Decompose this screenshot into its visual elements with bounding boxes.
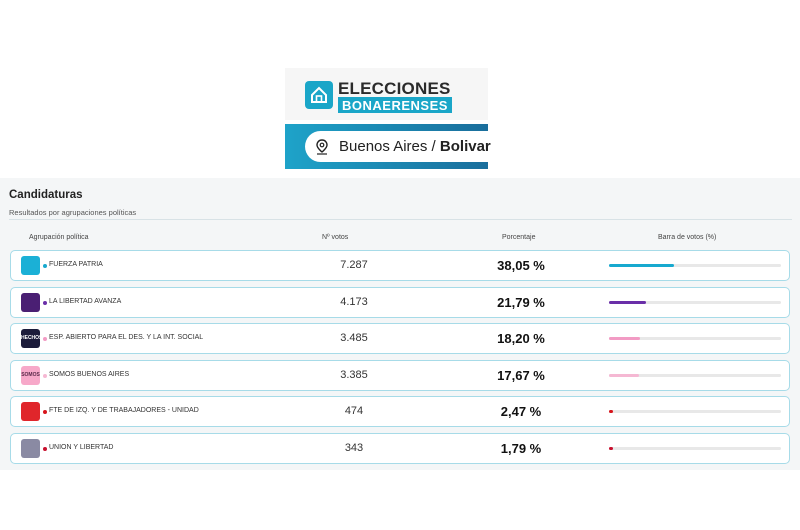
vote-count: 7.287 <box>340 259 368 271</box>
vote-bar-fill <box>609 447 613 450</box>
fuerza-patria-logo-icon <box>21 256 40 275</box>
esp-abierto-logo-icon: HECHOS <box>21 329 43 348</box>
somos-logo-icon: SOMOS <box>21 366 40 385</box>
party-color-dot <box>43 301 47 305</box>
location-name: Bolivar <box>439 138 491 155</box>
party-logo-text: SOMOS <box>21 372 40 378</box>
vote-percentage: 2,47 % <box>500 404 542 419</box>
vote-percentage: 38,05 % <box>497 258 545 273</box>
logo-subtitle: BONAERENSES <box>338 97 452 113</box>
party-name: UNION Y LIBERTAD <box>49 444 114 451</box>
location-text: Buenos Aires / Bolivar <box>339 138 491 155</box>
party-color-dot <box>43 410 47 414</box>
party-color-dot <box>43 337 47 341</box>
party-name: FUERZA PATRIA <box>49 261 103 268</box>
divider <box>9 219 792 220</box>
house-icon <box>305 81 333 109</box>
party-color-dot <box>43 447 47 451</box>
table-row[interactable]: LA LIBERTAD AVANZA 4.173 21,79 % <box>10 287 790 318</box>
vote-percentage: 1,79 % <box>500 441 542 456</box>
party-name: LA LIBERTAD AVANZA <box>49 298 122 305</box>
vote-count: 474 <box>344 405 364 417</box>
party-name: FTE DE IZQ. Y DE TRABAJADORES - UNIDAD <box>49 407 199 414</box>
table-row[interactable]: SOMOS SOMOS BUENOS AIRES 3.385 17,67 % <box>10 360 790 391</box>
union-libertad-logo-icon <box>21 439 40 458</box>
vote-percentage: 18,20 % <box>497 331 545 346</box>
party-color-dot <box>43 374 47 378</box>
elecciones-logo: ELECCIONES BONAERENSES <box>285 68 488 120</box>
location-pin-icon <box>315 139 329 160</box>
vote-bar-fill <box>609 374 640 377</box>
section-subtitle: Resultados por agrupaciones políticas <box>9 208 137 217</box>
vote-bar-track <box>609 447 781 450</box>
vote-bar-fill <box>609 301 647 304</box>
vote-bar-fill <box>609 337 641 340</box>
column-header-bar: Barra de votos (%) <box>658 234 717 241</box>
vote-count: 343 <box>344 442 364 454</box>
section-title: Candidaturas <box>9 189 83 201</box>
vote-bar-track <box>609 337 781 340</box>
table-row[interactable]: HECHOS ESP. ABIERTO PARA EL DES. Y LA INT… <box>10 323 790 354</box>
logo-title: ELECCIONES <box>338 79 451 98</box>
vote-count: 3.385 <box>340 369 368 381</box>
frente-izquierda-logo-icon <box>21 402 40 421</box>
party-color-dot <box>43 264 47 268</box>
table-row[interactable]: FUERZA PATRIA 7.287 38,05 % <box>10 250 790 281</box>
table-row[interactable]: FTE DE IZQ. Y DE TRABAJADORES - UNIDAD 47… <box>10 396 790 427</box>
table-row[interactable]: UNION Y LIBERTAD 343 1,79 % <box>10 433 790 464</box>
location-bar: Buenos Aires / Bolivar <box>285 124 491 169</box>
party-name: ESP. ABIERTO PARA EL DES. Y LA INT. SOCI… <box>49 334 204 341</box>
vote-bar-track <box>609 410 781 413</box>
vote-bar-track <box>609 264 781 267</box>
vote-count: 4.173 <box>340 296 368 308</box>
vote-bar-fill <box>609 410 614 413</box>
vote-bar-track <box>609 374 781 377</box>
location-selector[interactable]: Buenos Aires / Bolivar <box>305 131 491 162</box>
column-header-party: Agrupación política <box>29 234 89 241</box>
vote-bar-track <box>609 301 781 304</box>
libertad-avanza-logo-icon <box>21 293 40 312</box>
column-header-percent: Porcentaje <box>502 234 536 241</box>
party-name: SOMOS BUENOS AIRES <box>49 371 130 378</box>
column-header-votes: Nº votos <box>322 234 349 241</box>
vote-bar-fill <box>609 264 675 267</box>
location-prefix: Buenos Aires / <box>339 138 436 155</box>
party-logo-text: HECHOS <box>21 335 43 341</box>
vote-percentage: 21,79 % <box>497 295 545 310</box>
vote-count: 3.485 <box>340 332 368 344</box>
vote-percentage: 17,67 % <box>497 368 545 383</box>
